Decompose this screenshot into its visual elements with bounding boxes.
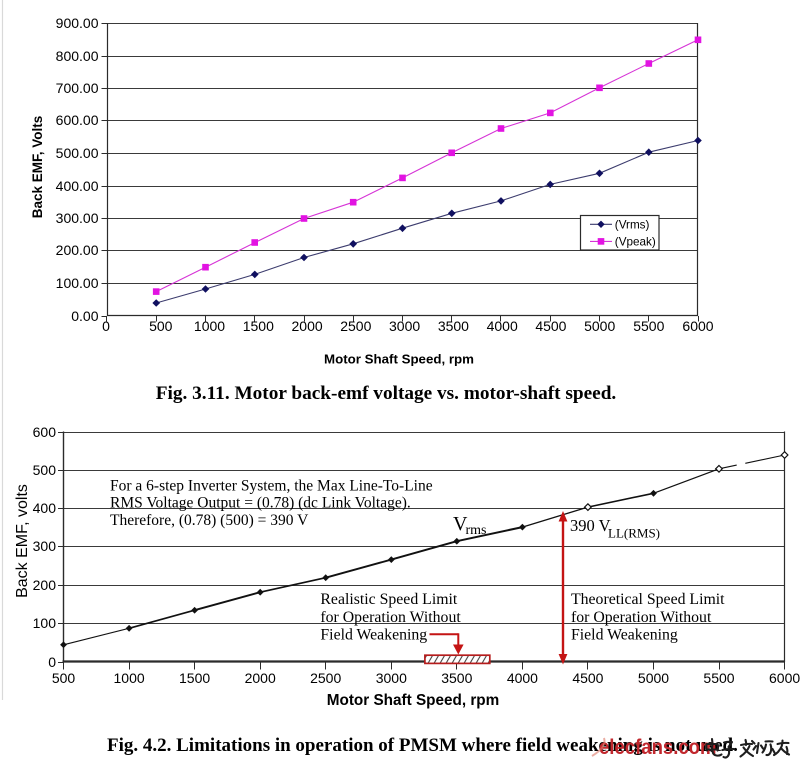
svg-text:500: 500	[52, 670, 76, 686]
svg-text:Realistic Speed Limit: Realistic Speed Limit	[320, 591, 457, 608]
svg-text:900.00: 900.00	[56, 15, 99, 31]
svg-text:Therefore, (0.78) (500) = 390: Therefore, (0.78) (500) = 390 V	[110, 512, 309, 529]
svg-text:400: 400	[33, 500, 57, 516]
svg-text:2500: 2500	[340, 318, 371, 334]
svg-text:3000: 3000	[376, 670, 407, 686]
svg-text:2000: 2000	[292, 318, 323, 334]
svg-text:500: 500	[149, 318, 173, 334]
svg-text:4500: 4500	[535, 318, 566, 334]
svg-text:3500: 3500	[438, 318, 469, 334]
svg-text:1500: 1500	[179, 670, 210, 686]
svg-text:800.00: 800.00	[56, 48, 99, 64]
svg-text:3000: 3000	[389, 318, 420, 334]
svg-text:200.00: 200.00	[56, 242, 99, 258]
svg-text:4500: 4500	[572, 670, 603, 686]
svg-text:rms: rms	[466, 523, 487, 538]
svg-text:6000: 6000	[769, 670, 800, 686]
svg-text:1000: 1000	[114, 670, 145, 686]
svg-text:Back EMF, Volts: Back EMF, Volts	[30, 116, 45, 219]
svg-text:RMS Voltage Output = (0.78) (d: RMS Voltage Output = (0.78) (dc Link Vol…	[110, 494, 411, 511]
svg-text:1000: 1000	[194, 318, 225, 334]
svg-text:Fig. 4.2. Limitations in opera: Fig. 4.2. Limitations in operation of PM…	[107, 735, 738, 756]
svg-text:2000: 2000	[245, 670, 276, 686]
svg-text:0: 0	[102, 318, 110, 334]
svg-text:(Vpeak): (Vpeak)	[615, 236, 656, 249]
svg-text:500: 500	[33, 462, 57, 478]
svg-text:Field Weakening: Field Weakening	[320, 627, 427, 644]
svg-text:Field Weakening: Field Weakening	[571, 627, 678, 644]
svg-text:100: 100	[33, 615, 57, 631]
svg-text:390 V: 390 V	[570, 516, 611, 535]
svg-text:5500: 5500	[633, 318, 664, 334]
svg-text:(Vrms): (Vrms)	[615, 219, 650, 232]
svg-text:100.00: 100.00	[56, 275, 99, 291]
svg-text:Fig. 3.11. Motor back-emf volt: Fig. 3.11. Motor back-emf voltage vs. mo…	[156, 383, 617, 404]
svg-text:6000: 6000	[682, 318, 713, 334]
svg-text:1500: 1500	[243, 318, 274, 334]
svg-text:elecfans.com: elecfans.com	[599, 736, 717, 759]
svg-text:300.00: 300.00	[56, 210, 99, 226]
svg-text:Theoretical Speed Limit: Theoretical Speed Limit	[571, 591, 725, 608]
svg-text:5500: 5500	[703, 670, 734, 686]
svg-text:for Operation Without: for Operation Without	[320, 609, 461, 626]
svg-text:Motor Shaft Speed, rpm: Motor Shaft Speed, rpm	[327, 692, 500, 709]
svg-text:Motor Shaft Speed, rpm: Motor Shaft Speed, rpm	[324, 352, 474, 367]
svg-text:For a 6-step Inverter System,: For a 6-step Inverter System, the Max Li…	[110, 478, 433, 495]
svg-text:500.00: 500.00	[56, 145, 99, 161]
svg-text:4000: 4000	[507, 670, 538, 686]
svg-text:200: 200	[33, 577, 57, 593]
svg-text:4000: 4000	[487, 318, 518, 334]
svg-text:3500: 3500	[441, 670, 472, 686]
svg-text:Back EMF, volts: Back EMF, volts	[14, 484, 31, 598]
svg-text:700.00: 700.00	[56, 80, 99, 96]
svg-text:for Operation Without: for Operation Without	[571, 609, 712, 626]
svg-text:600.00: 600.00	[56, 112, 99, 128]
svg-text:0.00: 0.00	[71, 308, 98, 324]
svg-text:V: V	[453, 513, 468, 535]
svg-text:0: 0	[48, 654, 56, 670]
svg-text:2500: 2500	[310, 670, 341, 686]
svg-text:5000: 5000	[638, 670, 669, 686]
svg-text:600: 600	[33, 424, 57, 440]
svg-text:5000: 5000	[584, 318, 615, 334]
svg-text:300: 300	[33, 538, 57, 554]
svg-text:400.00: 400.00	[56, 178, 99, 194]
svg-text:LL(RMS): LL(RMS)	[608, 526, 660, 541]
